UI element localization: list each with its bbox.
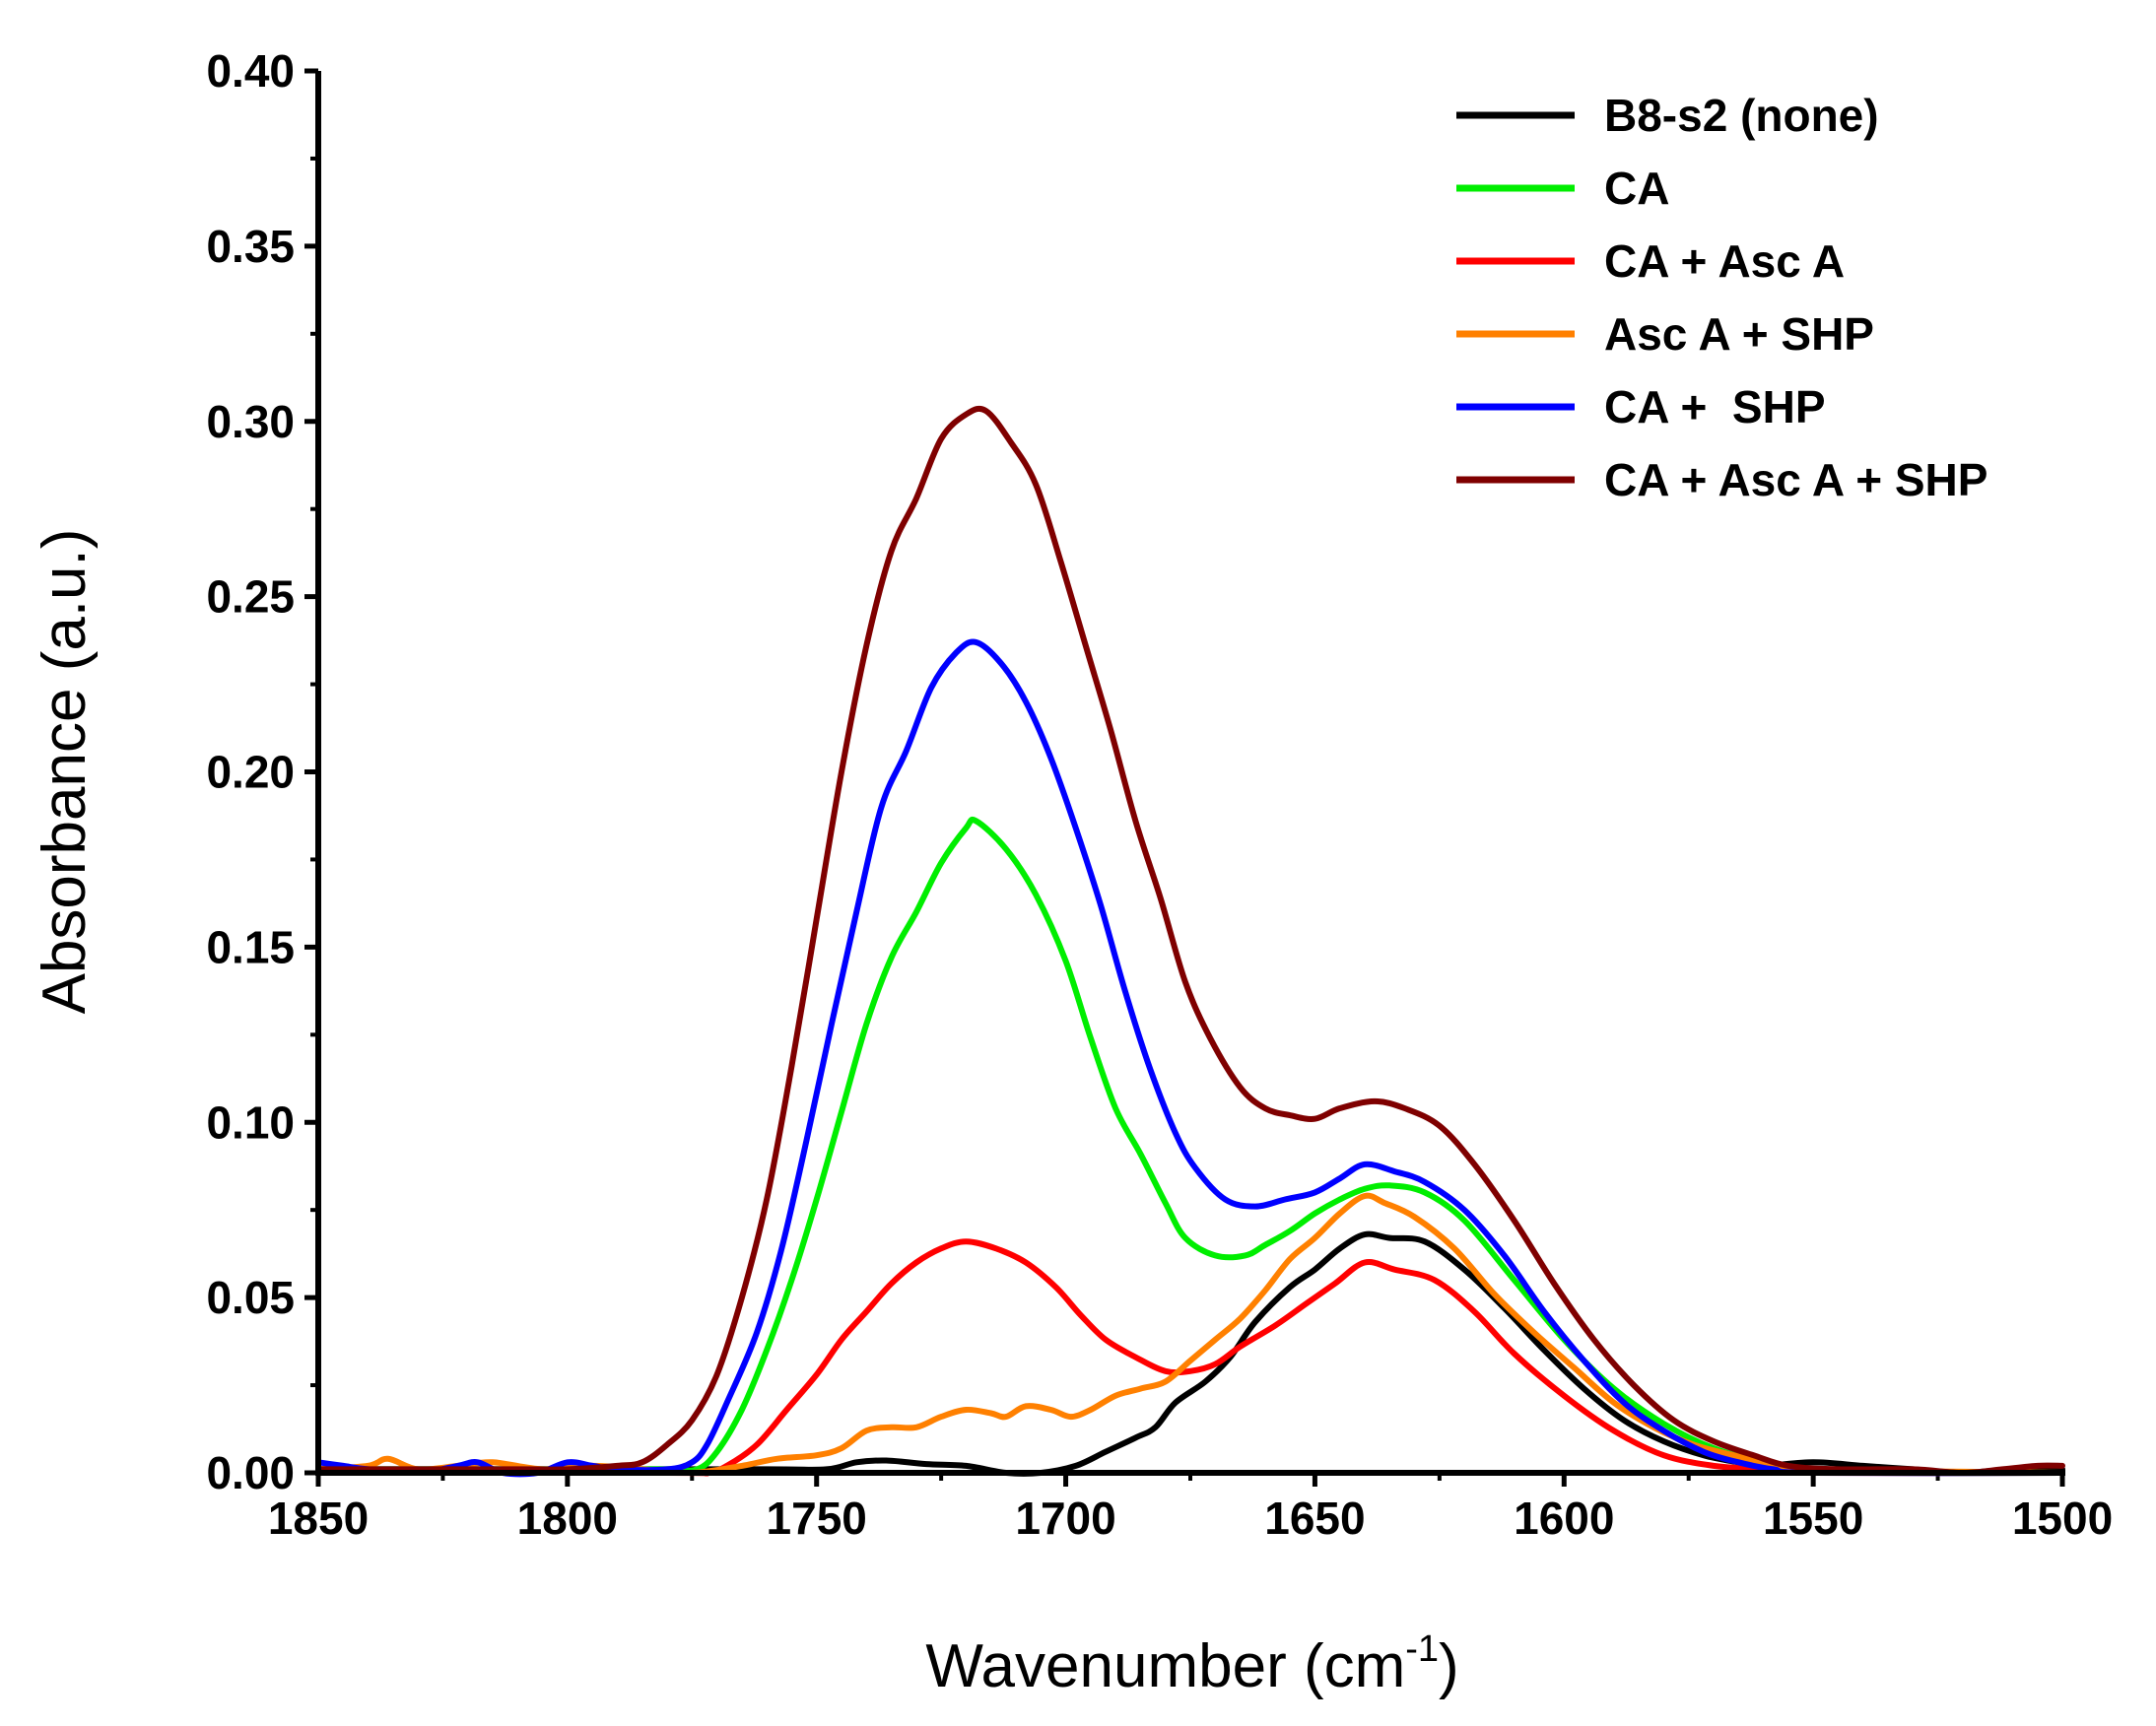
y-tick-label: 0.35 [206,221,295,272]
series-line-ca-shp [315,638,2065,1478]
x-tick-label: 1850 [268,1493,369,1544]
legend-label: CA + Asc A + SHP [1604,454,1988,505]
plot-area [315,405,2065,1478]
x-axis-title-suffix: ) [1439,1632,1459,1700]
legend-label: Asc A + SHP [1604,308,1874,360]
x-tick-label: 1750 [767,1493,867,1544]
x-tick-label: 1800 [517,1493,618,1544]
y-axis-title: Absorbance (a.u.) [31,529,99,1015]
y-tick-label: 0.40 [206,45,295,97]
y-tick-label: 0.15 [206,921,295,972]
x-tick-label: 1650 [1264,1493,1365,1544]
series-line-ca-asc-a [315,1238,2065,1477]
series-line-b8-s2-none [315,1230,2065,1477]
x-axis-ticks: 1850 1800 1750 1700 1650 1600 1550 1500 [268,1473,2113,1544]
y-tick-label: 0.30 [206,396,295,447]
x-axis-title-main: Wavenumber (cm [925,1632,1405,1700]
y-tick-label: 0.10 [206,1096,295,1148]
legend-label: CA + Asc A [1604,235,1845,287]
x-axis-title-superscript: -1 [1405,1628,1439,1670]
legend: B8-s2 (none) CA CA + Asc A Asc A + SHP CA + … [1456,90,1988,505]
y-axis-ticks: 0.00 0.05 0.10 0.15 0.20 0.25 0.30 0.35 0.40 [206,45,318,1498]
y-tick-label: 0.25 [206,571,295,623]
x-tick-label: 1700 [1015,1493,1115,1544]
x-tick-label: 1500 [2012,1493,2113,1544]
x-tick-label: 1550 [1763,1493,1863,1544]
x-tick-label: 1600 [1514,1493,1614,1544]
legend-label: CA [1604,163,1669,214]
series-line-ca-asc-a-shp [315,405,2065,1476]
legend-label: CA + SHP [1604,381,1826,432]
x-axis-title: Wavenumber (cm-1) [925,1628,1458,1700]
series-line-asc-a-shp [315,1192,2065,1477]
y-tick-label: 0.20 [206,747,295,798]
y-tick-label: 0.05 [206,1272,295,1323]
legend-label: B8-s2 (none) [1604,90,1879,141]
y-tick-label: 0.00 [206,1447,295,1498]
series-line-ca [315,816,2065,1477]
